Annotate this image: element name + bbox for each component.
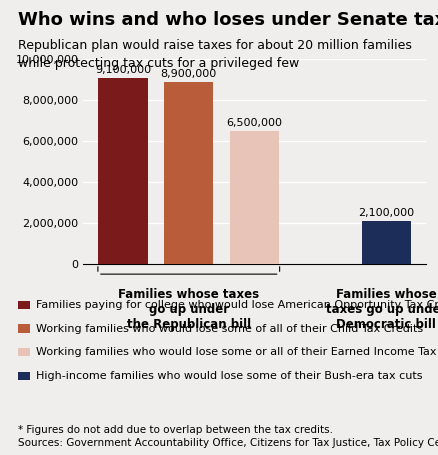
Text: * Figures do not add due to overlap between the tax credits.
Sources: Government: * Figures do not add due to overlap betw… [18,425,438,448]
Text: Working families who would lose some or all of their Earned Income Tax Credits: Working families who would lose some or … [36,347,438,357]
Text: Working families who would lose some of all of their Child Tax Credits: Working families who would lose some of … [36,324,423,334]
Bar [98,77,147,264]
Text: 8,900,000: 8,900,000 [160,69,216,79]
Bar [361,221,410,264]
Text: 2,100,000: 2,100,000 [357,208,413,218]
Text: Families whose
taxes go up under
Democratic bill: Families whose taxes go up under Democra… [325,288,438,332]
Text: Families paying for college who would lose American Opportunity Tax Credits: Families paying for college who would lo… [36,300,438,310]
Bar [230,131,279,264]
Bar [164,82,213,264]
Text: Families whose taxes
go up under
the Republican bill: Families whose taxes go up under the Rep… [118,288,259,332]
Text: 9,100,000: 9,100,000 [95,65,151,75]
Text: High-income families who would lose some of their Bush-era tax cuts: High-income families who would lose some… [36,371,422,381]
Text: 6,500,000: 6,500,000 [226,118,282,128]
Text: Who wins and who loses under Senate tax plans: Who wins and who loses under Senate tax … [18,11,438,30]
Text: Republican plan would raise taxes for about 20 million families
while protecting: Republican plan would raise taxes for ab… [18,39,410,70]
